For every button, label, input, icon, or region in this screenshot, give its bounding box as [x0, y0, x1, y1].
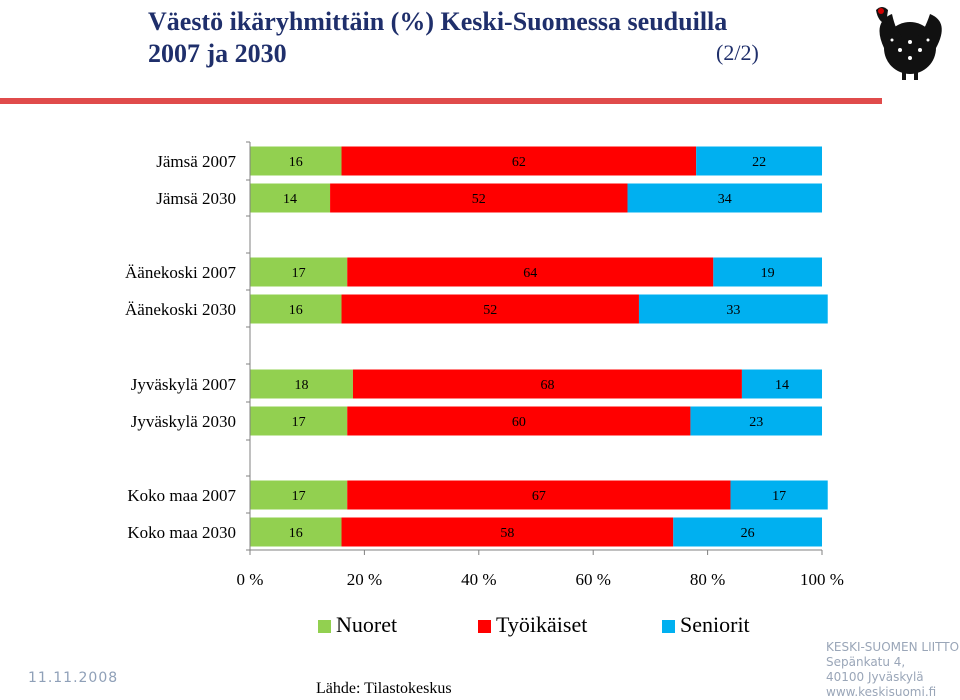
- bar-seniorit-jamsa-2007: [696, 146, 822, 176]
- x-tick-label-1: 20 %: [347, 570, 382, 589]
- data-label-seniorit-koko-maa-2030: 26: [741, 526, 755, 541]
- data-label-tyoikaiset-jyvaskyla-2030: 60: [512, 415, 526, 430]
- bar-nuoret-koko-maa-2030: [250, 517, 342, 547]
- bar-tyoikaiset-jamsa-2007: [341, 146, 697, 176]
- bar-seniorit-jyvaskyla-2030: [690, 406, 822, 436]
- data-label-seniorit-aanekoski-2007: 19: [761, 266, 775, 281]
- data-label-nuoret-koko-maa-2030: 16: [289, 526, 303, 541]
- data-label-tyoikaiset-koko-maa-2030: 58: [500, 526, 514, 541]
- x-tick-label-4: 80 %: [690, 570, 725, 589]
- stacked-bar-chart: Jämsä 2007 Jämsä 2030 Äänekoski 2007 Ääneko…: [125, 141, 844, 589]
- bar-seniorit-aanekoski-2007: [713, 257, 822, 287]
- org-street: Sepänkatu 4,: [826, 655, 906, 669]
- org-name: KESKI-SUOMEN LIITTO: [826, 640, 960, 654]
- data-label-nuoret-aanekoski-2007: 17: [292, 266, 306, 281]
- data-label-tyoikaiset-jyvaskyla-2007: 68: [540, 378, 554, 393]
- data-label-seniorit-jyvaskyla-2030: 23: [749, 415, 763, 430]
- source-note: Lähde: Tilastokeskus: [316, 680, 452, 697]
- category-label-jyvaskyla-2030: Jyväskylä 2030: [131, 412, 236, 431]
- data-label-nuoret-jamsa-2007: 16: [289, 155, 303, 170]
- data-label-tyoikaiset-aanekoski-2007: 64: [523, 266, 537, 281]
- bar-nuoret-aanekoski-2007: [250, 257, 348, 287]
- org-city: 40100 Jyväskylä: [826, 670, 924, 684]
- category-label-koko-maa-2030: Koko maa 2030: [127, 523, 236, 542]
- bar-nuoret-koko-maa-2007: [250, 480, 348, 510]
- data-label-seniorit-aanekoski-2030: 33: [726, 303, 740, 318]
- data-label-nuoret-aanekoski-2030: 16: [289, 303, 303, 318]
- slide-date: 11.11.2008: [28, 670, 119, 686]
- organization-info: KESKI-SUOMEN LIITTO Sepänkatu 4, 40100 J…: [826, 640, 959, 700]
- bar-tyoikaiset-jyvaskyla-2030: [347, 406, 691, 436]
- data-label-seniorit-jamsa-2007: 22: [752, 155, 766, 170]
- category-label-koko-maa-2007: Koko maa 2007: [127, 486, 236, 505]
- bar-nuoret-jyvaskyla-2030: [250, 406, 348, 436]
- bar-nuoret-jamsa-2007: [250, 146, 342, 176]
- bar-nuoret-aanekoski-2030: [250, 294, 342, 324]
- bar-seniorit-koko-maa-2007: [730, 480, 828, 510]
- legend-swatch-nuoret: [318, 620, 331, 633]
- bar-tyoikaiset-koko-maa-2007: [347, 480, 731, 510]
- bar-tyoikaiset-aanekoski-2007: [347, 257, 714, 287]
- bar-seniorit-jamsa-2030: [627, 183, 822, 213]
- bar-seniorit-koko-maa-2030: [673, 517, 822, 547]
- data-label-nuoret-jamsa-2030: 14: [283, 192, 297, 207]
- bar-seniorit-aanekoski-2030: [638, 294, 828, 324]
- data-label-seniorit-jyvaskyla-2007: 14: [775, 378, 789, 393]
- category-label-jyvaskyla-2007: Jyväskylä 2007: [131, 375, 237, 394]
- legend-label-tyoikaiset: Työikäiset: [496, 612, 588, 637]
- bar-tyoikaiset-jyvaskyla-2007: [352, 369, 742, 399]
- title-line-2: 2007 ja 2030: [148, 39, 287, 68]
- page-title: Väestö ikäryhmittäin (%) Keski-Suomessa …: [148, 6, 727, 70]
- page-number: (2/2): [716, 40, 759, 65]
- title-line-1: Väestö ikäryhmittäin (%) Keski-Suomessa …: [148, 7, 728, 36]
- category-label-jamsa-2007: Jämsä 2007: [156, 152, 236, 171]
- data-label-nuoret-koko-maa-2007: 17: [292, 489, 306, 504]
- data-label-seniorit-jamsa-2030: 34: [718, 192, 732, 207]
- data-label-seniorit-koko-maa-2007: 17: [772, 489, 786, 504]
- header-rule: [0, 98, 882, 104]
- data-label-tyoikaiset-jamsa-2030: 52: [472, 192, 486, 207]
- bar-seniorit-jyvaskyla-2007: [741, 369, 822, 399]
- legend-swatch-seniorit: [662, 620, 675, 633]
- data-label-nuoret-jyvaskyla-2007: 18: [294, 378, 308, 393]
- category-label-aanekoski-2007: Äänekoski 2007: [125, 263, 236, 282]
- legend-label-seniorit: Seniorit: [680, 612, 750, 637]
- bar-nuoret-jamsa-2030: [250, 183, 331, 213]
- category-label-aanekoski-2030: Äänekoski 2030: [125, 300, 236, 319]
- legend-label-nuoret: Nuoret: [336, 612, 398, 637]
- bar-tyoikaiset-koko-maa-2030: [341, 517, 674, 547]
- bar-nuoret-jyvaskyla-2007: [250, 369, 353, 399]
- x-tick-label-3: 60 %: [575, 570, 610, 589]
- data-label-tyoikaiset-aanekoski-2030: 52: [483, 303, 497, 318]
- data-label-nuoret-jyvaskyla-2030: 17: [292, 415, 306, 430]
- x-tick-label-0: 0 %: [237, 570, 264, 589]
- category-label-jamsa-2030: Jämsä 2030: [156, 189, 236, 208]
- capercaillie-logo: [876, 7, 942, 80]
- legend-swatch-tyoikaiset: [478, 620, 491, 633]
- org-web: www.keskisuomi.fi: [826, 685, 937, 699]
- bar-tyoikaiset-aanekoski-2030: [341, 294, 639, 324]
- bar-tyoikaiset-jamsa-2030: [330, 183, 628, 213]
- x-tick-label-2: 40 %: [461, 570, 496, 589]
- x-tick-label-5: 100 %: [800, 570, 844, 589]
- data-label-tyoikaiset-koko-maa-2007: 67: [532, 489, 546, 504]
- data-label-tyoikaiset-jamsa-2007: 62: [512, 155, 526, 170]
